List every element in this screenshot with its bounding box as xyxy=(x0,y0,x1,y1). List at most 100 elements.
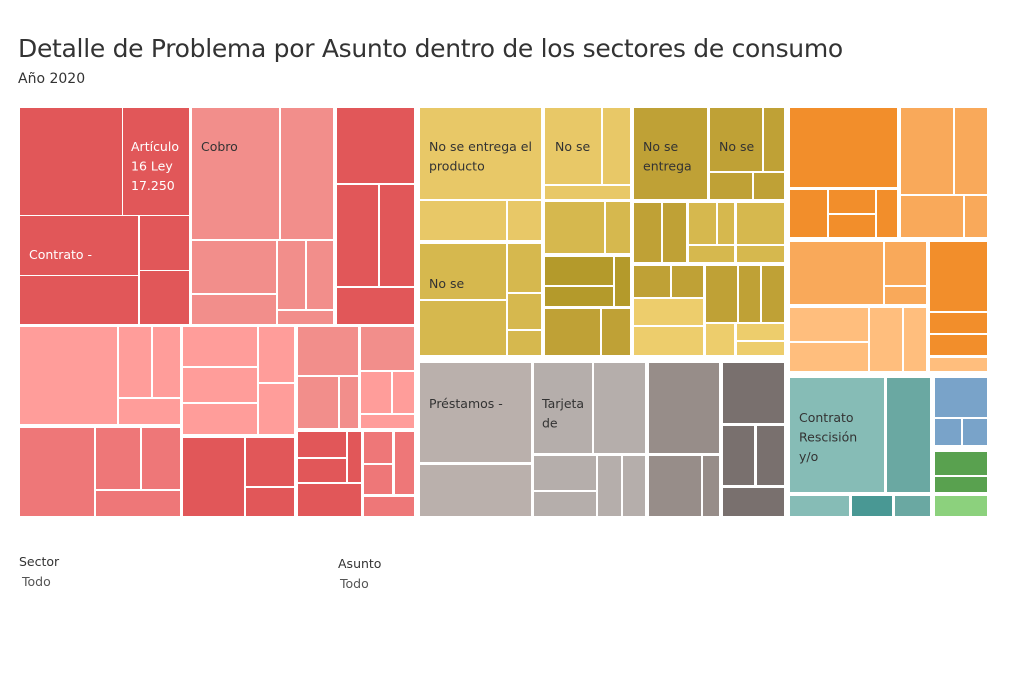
treemap-cell-yellow-75[interactable] xyxy=(689,246,734,262)
treemap-cell-red-13[interactable] xyxy=(337,108,414,183)
treemap-cell-red-47[interactable] xyxy=(364,497,414,516)
treemap-cell-orange-115[interactable] xyxy=(930,242,987,311)
treemap-cell-red-14[interactable] xyxy=(337,185,378,286)
treemap-cell-red-46[interactable] xyxy=(364,465,392,494)
treemap-cell-yellow-67[interactable] xyxy=(710,108,762,171)
treemap-cell-red-10[interactable] xyxy=(278,241,305,309)
treemap-cell-red-38[interactable] xyxy=(393,372,414,413)
treemap-cell-yellow-59[interactable] xyxy=(545,202,604,253)
treemap-cell-yellow-50[interactable] xyxy=(508,201,541,240)
treemap-cell-yellow-49[interactable] xyxy=(420,201,506,240)
treemap-cell-yellow-65[interactable] xyxy=(602,309,630,355)
treemap-cell-gray-96[interactable] xyxy=(649,363,719,453)
treemap-cell-red-44[interactable] xyxy=(364,432,392,463)
treemap-cell-yellow-51[interactable] xyxy=(420,244,506,299)
treemap-cell-red-3[interactable] xyxy=(140,216,189,270)
treemap-cell-yellow-58[interactable] xyxy=(545,186,630,199)
treemap-cell-yellow-56[interactable] xyxy=(545,108,601,184)
treemap-cell-yellow-60[interactable] xyxy=(606,202,630,253)
treemap-cell-red-34[interactable] xyxy=(361,327,414,370)
treemap-cell-teal-123[interactable] xyxy=(790,378,884,492)
treemap-cell-orange-116[interactable] xyxy=(930,313,987,333)
treemap-cell-gray-95[interactable] xyxy=(623,456,645,516)
filter-sector-value[interactable]: Todo xyxy=(22,574,51,589)
treemap-cell-gray-102[interactable] xyxy=(723,488,784,516)
treemap-cell-yellow-76[interactable] xyxy=(737,203,784,244)
treemap-cell-green-131[interactable] xyxy=(935,452,987,475)
treemap-cell-gray-93[interactable] xyxy=(534,492,596,516)
treemap-cell-red-19[interactable] xyxy=(153,327,180,397)
treemap-cell-orange-107[interactable] xyxy=(877,190,897,237)
treemap-cell-red-16[interactable] xyxy=(337,288,414,324)
treemap-cell-yellow-54[interactable] xyxy=(508,331,541,355)
treemap-cell-orange-105[interactable] xyxy=(829,190,875,213)
treemap-cell-yellow-68[interactable] xyxy=(764,108,784,171)
treemap-cell-yellow-86[interactable] xyxy=(737,324,784,340)
treemap-cell-yellow-53[interactable] xyxy=(508,294,541,329)
treemap-cell-yellow-77[interactable] xyxy=(737,246,784,262)
treemap-cell-red-7[interactable] xyxy=(281,108,333,239)
treemap-cell-orange-121[interactable] xyxy=(790,343,868,371)
treemap-cell-red-23[interactable] xyxy=(142,428,180,489)
filter-asunto-value[interactable]: Todo xyxy=(340,576,369,591)
treemap-cell-teal-126[interactable] xyxy=(852,496,892,516)
treemap-cell-red-24[interactable] xyxy=(96,491,180,516)
treemap-cell-yellow-52[interactable] xyxy=(508,244,541,292)
treemap-cell-yellow-70[interactable] xyxy=(754,173,784,199)
treemap-cell-gray-98[interactable] xyxy=(703,456,719,516)
treemap-cell-yellow-57[interactable] xyxy=(603,108,630,184)
treemap-cell-red-45[interactable] xyxy=(395,432,414,494)
treemap-cell-red-0[interactable] xyxy=(20,108,122,215)
treemap-cell-red-29[interactable] xyxy=(183,404,257,434)
treemap-cell-teal-125[interactable] xyxy=(790,496,849,516)
treemap-cell-orange-117[interactable] xyxy=(930,335,987,355)
treemap-cell-red-41[interactable] xyxy=(348,432,361,482)
treemap-cell-yellow-61[interactable] xyxy=(545,257,613,285)
treemap-cell-yellow-87[interactable] xyxy=(737,342,784,355)
treemap-cell-yellow-64[interactable] xyxy=(545,309,600,355)
treemap-cell-red-28[interactable] xyxy=(259,384,294,434)
treemap-cell-orange-108[interactable] xyxy=(901,108,953,194)
treemap-cell-orange-118[interactable] xyxy=(790,308,868,341)
treemap-cell-gray-97[interactable] xyxy=(649,456,701,516)
treemap-cell-yellow-82[interactable] xyxy=(706,266,737,322)
treemap-cell-yellow-62[interactable] xyxy=(615,257,630,306)
treemap-cell-orange-113[interactable] xyxy=(885,242,926,285)
treemap-cell-red-5[interactable] xyxy=(140,271,189,324)
treemap-cell-yellow-63[interactable] xyxy=(545,287,613,306)
treemap-cell-yellow-71[interactable] xyxy=(634,203,661,262)
treemap-cell-gray-99[interactable] xyxy=(723,363,784,423)
treemap-cell-green-133[interactable] xyxy=(935,496,987,516)
treemap-cell-teal-127[interactable] xyxy=(895,496,930,516)
treemap-cell-yellow-80[interactable] xyxy=(634,299,703,325)
treemap-cell-yellow-48[interactable] xyxy=(420,108,541,199)
treemap-cell-gray-88[interactable] xyxy=(420,363,531,462)
treemap-cell-blue-130[interactable] xyxy=(963,419,987,445)
treemap-cell-red-1[interactable] xyxy=(123,108,189,215)
treemap-cell-gray-101[interactable] xyxy=(757,426,784,485)
treemap-cell-orange-112[interactable] xyxy=(790,242,883,304)
treemap-cell-red-32[interactable] xyxy=(246,488,294,516)
treemap-cell-gray-91[interactable] xyxy=(594,363,645,453)
treemap-cell-orange-110[interactable] xyxy=(901,196,963,237)
treemap-cell-yellow-69[interactable] xyxy=(710,173,752,199)
treemap-cell-red-37[interactable] xyxy=(361,372,391,413)
treemap-cell-orange-104[interactable] xyxy=(790,190,827,237)
treemap-cell-teal-124[interactable] xyxy=(887,378,930,492)
treemap-cell-red-8[interactable] xyxy=(192,241,276,293)
treemap-cell-yellow-78[interactable] xyxy=(634,266,670,297)
treemap-cell-yellow-81[interactable] xyxy=(634,327,703,355)
treemap-cell-red-33[interactable] xyxy=(298,327,358,375)
treemap-cell-orange-114[interactable] xyxy=(885,287,926,304)
treemap-cell-yellow-55[interactable] xyxy=(420,301,506,355)
treemap-cell-red-20[interactable] xyxy=(119,399,180,424)
treemap-cell-red-6[interactable] xyxy=(192,108,279,239)
treemap-cell-yellow-72[interactable] xyxy=(663,203,686,262)
treemap-cell-orange-120[interactable] xyxy=(904,308,926,371)
treemap-cell-gray-94[interactable] xyxy=(598,456,621,516)
treemap-cell-yellow-83[interactable] xyxy=(739,266,760,322)
treemap-cell-gray-89[interactable] xyxy=(420,465,531,516)
treemap-cell-red-31[interactable] xyxy=(246,438,294,486)
treemap-cell-red-18[interactable] xyxy=(119,327,151,397)
